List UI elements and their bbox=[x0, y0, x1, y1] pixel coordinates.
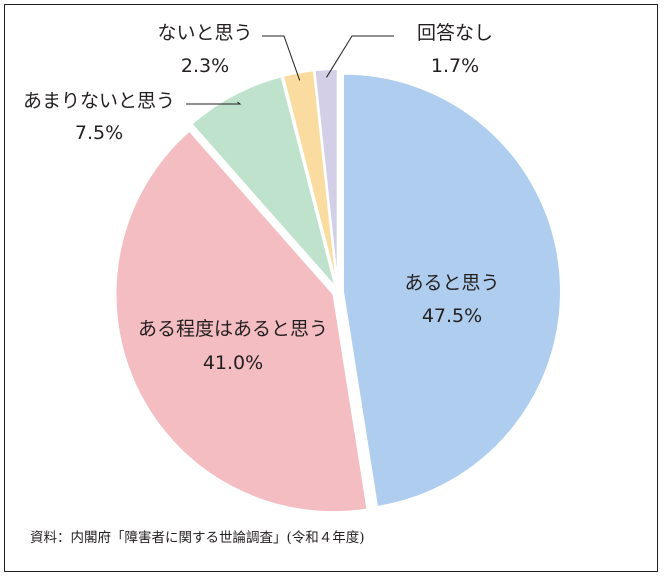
slice-label-4-value: 1.7% bbox=[431, 55, 479, 77]
slice-label-1-value: 41.0% bbox=[203, 352, 263, 374]
slice-label-4-name: 回答なし bbox=[417, 22, 493, 44]
pie-slice-0 bbox=[341, 72, 562, 509]
source-note: 資料：内閣府「障害者に関する世論調査」(令和４年度) bbox=[30, 530, 365, 546]
slice-label-1-name: ある程度はあると思う bbox=[138, 318, 328, 340]
slice-label-2-value: 7.5% bbox=[75, 122, 123, 144]
pie-slices bbox=[114, 68, 562, 514]
leader-lines bbox=[186, 35, 394, 105]
slice-label-0-value: 47.5% bbox=[422, 305, 482, 327]
slice-label-3-name: ないと思う bbox=[157, 22, 252, 44]
slice-label-2-name: あまりないと思う bbox=[23, 90, 175, 112]
leader-line-2 bbox=[186, 101, 242, 105]
slice-label-0-name: あると思う bbox=[404, 272, 499, 294]
pie-slice-1 bbox=[114, 129, 369, 514]
pie-slice-4 bbox=[313, 68, 339, 288]
leader-line-4 bbox=[326, 35, 394, 78]
leader-line-3 bbox=[262, 35, 301, 81]
slice-label-3-value: 2.3% bbox=[181, 55, 229, 77]
pie-slice-2 bbox=[190, 75, 337, 289]
